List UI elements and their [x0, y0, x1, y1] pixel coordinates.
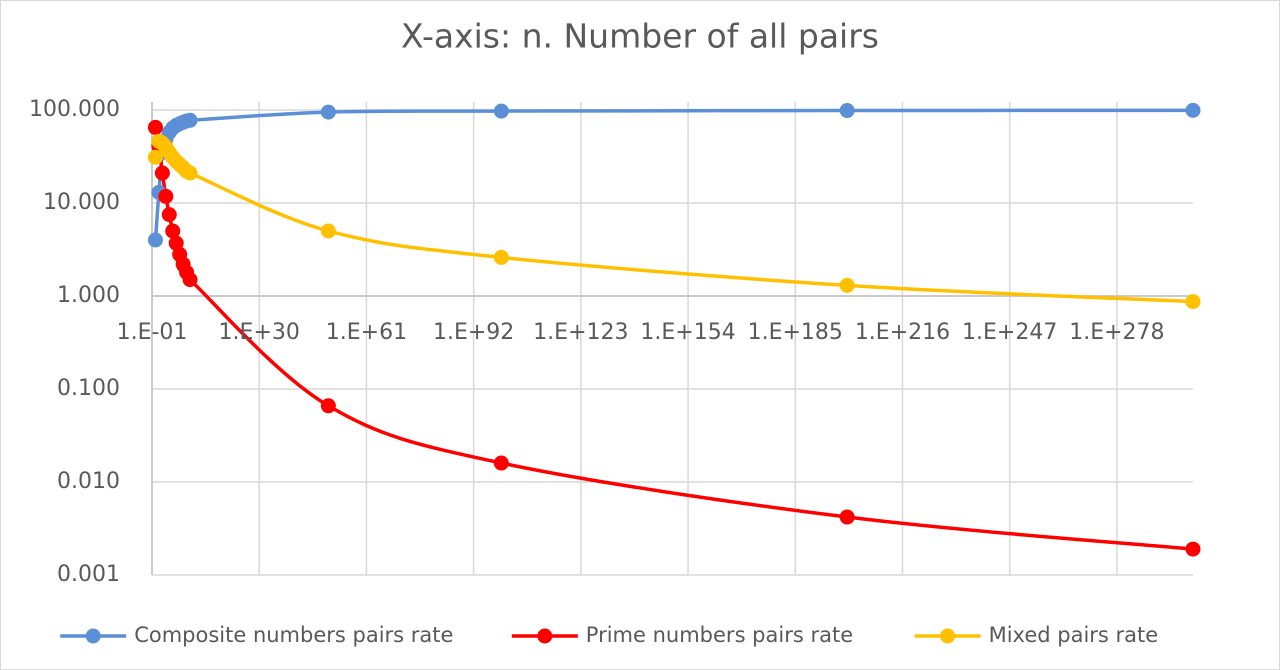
y-tick-label: 1.000	[57, 283, 120, 308]
y-tick-label: 100.000	[29, 97, 120, 122]
x-tick-label: 1.E+123	[533, 320, 628, 345]
data-point	[493, 455, 509, 471]
x-tick-label: 1.E+185	[748, 320, 843, 345]
data-point	[182, 272, 198, 288]
data-point	[1185, 541, 1201, 557]
chart-title: X-axis: n. Number of all pairs	[401, 17, 879, 56]
x-tick-label: 1.E+278	[1069, 320, 1164, 345]
legend-label: Composite numbers pairs rate	[134, 623, 453, 647]
data-point	[147, 149, 163, 165]
data-point	[161, 207, 177, 223]
y-tick-label: 0.010	[57, 469, 120, 494]
y-tick-label: 10.000	[43, 190, 120, 215]
data-point	[168, 235, 184, 251]
data-point	[165, 223, 181, 239]
data-point	[320, 223, 336, 239]
legend-marker	[537, 628, 553, 644]
legend-label: Mixed pairs rate	[989, 623, 1159, 647]
data-point	[320, 398, 336, 414]
data-point	[182, 165, 198, 181]
plot	[147, 102, 1201, 557]
x-tick-label: 1.E-01	[117, 320, 188, 345]
data-point	[839, 103, 855, 119]
data-point	[320, 104, 336, 120]
x-tick-label: 1.E+30	[219, 320, 300, 345]
y-tick-label: 0.001	[57, 562, 120, 587]
data-point	[147, 119, 163, 135]
data-point	[1185, 102, 1201, 118]
data-point	[182, 112, 198, 128]
x-tick-label: 1.E+154	[640, 320, 735, 345]
data-point	[154, 165, 170, 181]
data-point	[839, 277, 855, 293]
data-point	[493, 249, 509, 265]
legend-marker	[85, 628, 101, 644]
x-tick-label: 1.E+216	[855, 320, 950, 345]
data-point	[147, 232, 163, 248]
x-tick-label: 1.E+61	[326, 320, 407, 345]
data-point	[839, 509, 855, 525]
data-point	[1185, 294, 1201, 310]
x-tick-label: 1.E+247	[962, 320, 1057, 345]
legend-marker	[940, 628, 956, 644]
data-point	[158, 188, 174, 204]
data-point	[493, 103, 509, 119]
x-tick-label: 1.E+92	[433, 320, 514, 345]
legend-label: Prime numbers pairs rate	[586, 623, 853, 647]
y-tick-label: 0.100	[57, 376, 120, 401]
